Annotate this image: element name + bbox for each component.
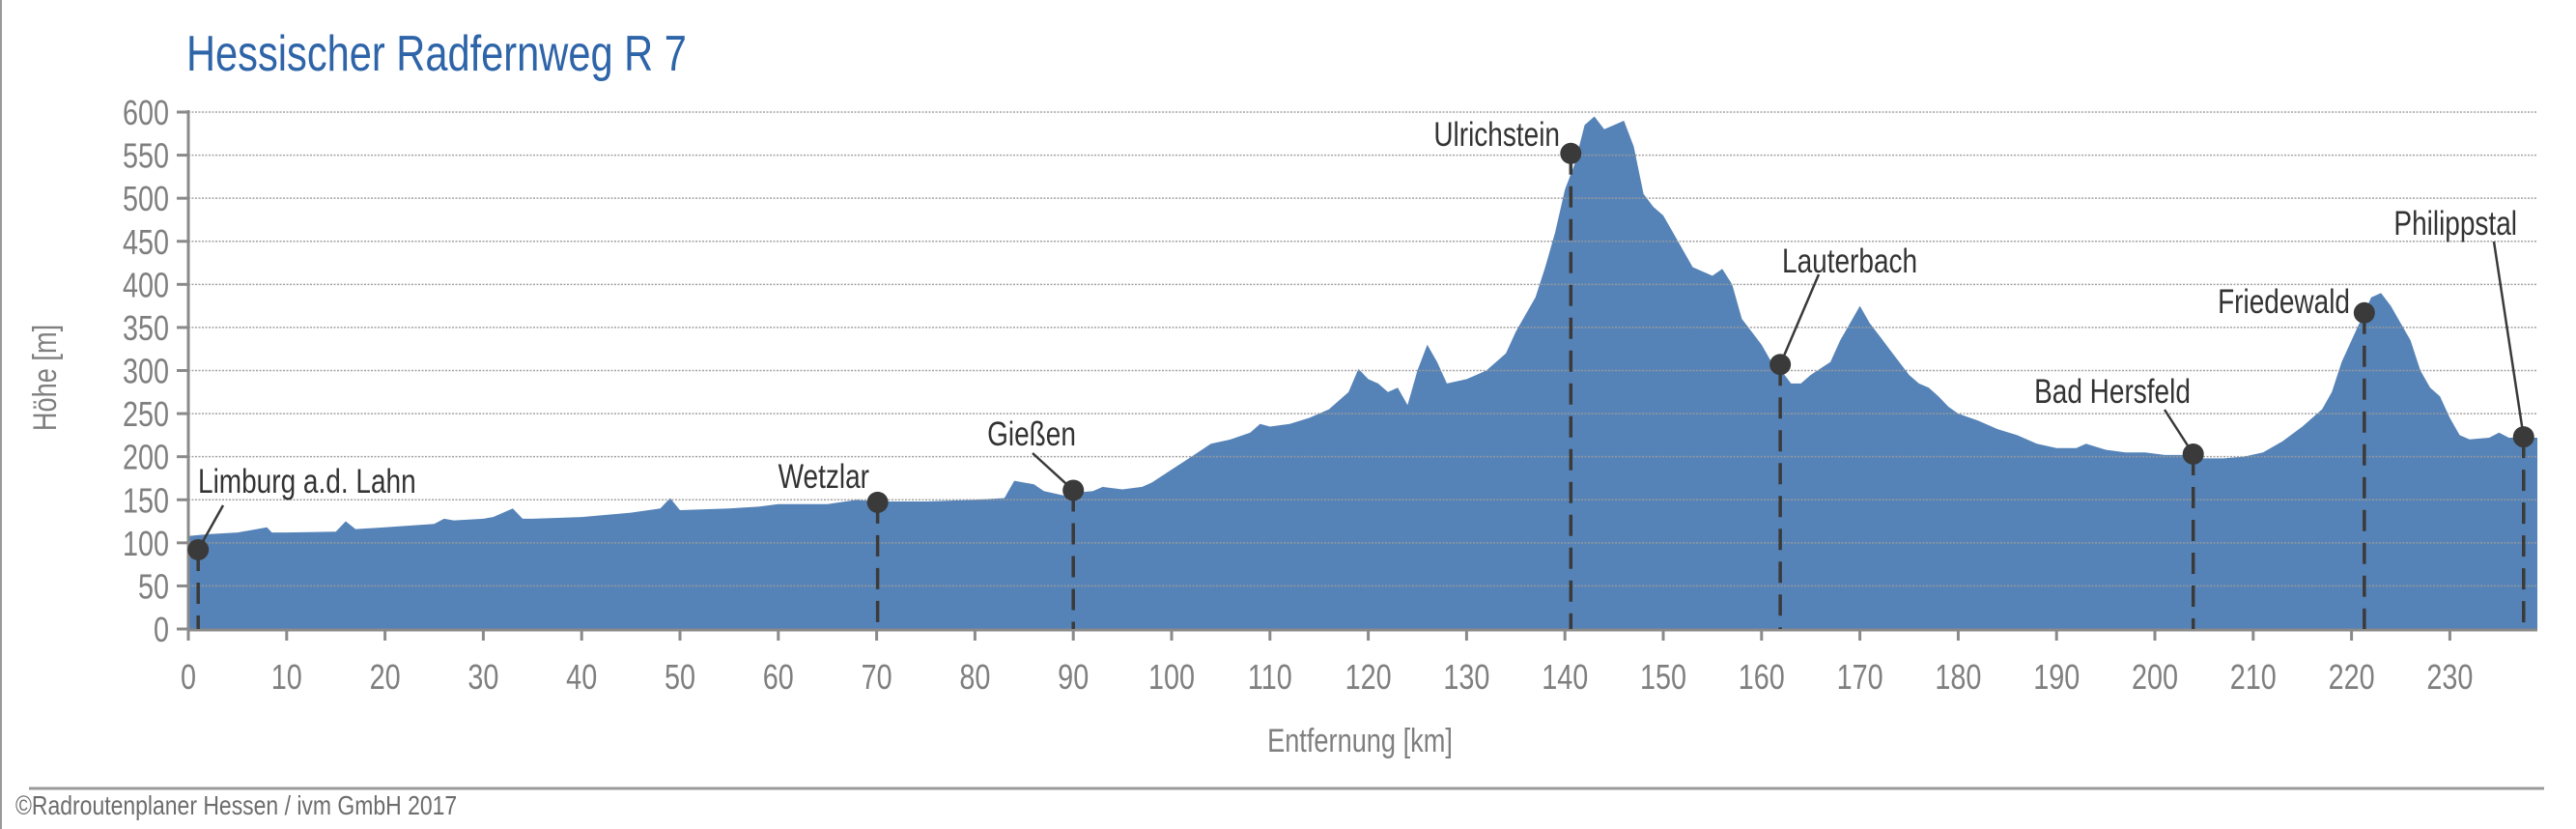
waypoint-marker: [2512, 426, 2534, 448]
x-tick-label: 0: [181, 657, 196, 697]
waypoint-label: Gießen: [987, 414, 1076, 453]
x-tick-label: 230: [2426, 657, 2473, 697]
x-tick-label: 220: [2329, 657, 2375, 697]
waypoint-label: Wetzlar: [778, 457, 870, 496]
waypoint-label: Friedewald: [2218, 282, 2350, 321]
x-tick-label: 200: [2132, 657, 2178, 697]
y-tick-label: 100: [123, 524, 169, 563]
x-tick-label: 100: [1148, 657, 1195, 697]
x-tick-label: 190: [2033, 657, 2080, 697]
x-tick-label: 80: [959, 657, 990, 697]
x-tick-label: 150: [1640, 657, 1686, 697]
y-tick-label: 550: [123, 135, 169, 175]
waypoint-marker: [187, 538, 210, 560]
y-tick-label: 350: [123, 308, 169, 348]
chart-title: Hessischer Radfernweg R 7: [186, 26, 687, 82]
waypoint-marker: [1769, 354, 1792, 376]
waypoint-label: Lauterbach: [1782, 242, 1917, 280]
waypoint-marker: [866, 491, 889, 513]
x-tick-label: 60: [763, 657, 794, 697]
x-tick-label: 170: [1837, 657, 1883, 697]
y-axis-title: Höhe [m]: [26, 325, 64, 431]
x-tick-label: 140: [1542, 657, 1588, 697]
y-tick-label: 450: [123, 222, 169, 262]
frame-left-border: [0, 0, 2, 829]
y-tick-label: 250: [123, 394, 169, 434]
x-tick-label: 120: [1345, 657, 1392, 697]
y-tick-label: 150: [123, 480, 169, 520]
x-tick-label: 180: [1935, 657, 1981, 697]
y-tick-label: 500: [123, 179, 169, 218]
y-tick-label: 200: [123, 438, 169, 477]
x-tick-label: 110: [1248, 657, 1292, 697]
waypoint-marker: [2353, 301, 2375, 324]
x-tick-label: 10: [271, 657, 302, 697]
x-tick-label: 130: [1443, 657, 1489, 697]
x-tick-label: 50: [665, 657, 695, 697]
waypoint-marker: [2182, 443, 2204, 465]
x-tick-label: 90: [1058, 657, 1089, 697]
waypoint-label: Philippstal: [2393, 204, 2517, 243]
waypoint-label: Ulrichstein: [1433, 115, 1560, 154]
y-tick-label: 50: [138, 566, 169, 606]
waypoint-marker: [1560, 142, 1582, 164]
y-tick-label: 400: [123, 265, 169, 304]
x-tick-label: 160: [1739, 657, 1785, 697]
x-tick-label: 70: [862, 657, 892, 697]
y-tick-label: 600: [123, 93, 169, 132]
waypoint-marker: [1062, 479, 1085, 501]
x-axis-title: Entfernung [km]: [1267, 722, 1453, 759]
x-tick-label: 210: [2230, 657, 2277, 697]
waypoint-leader-line: [2492, 241, 2525, 438]
waypoint-leader-line: [1778, 273, 1821, 365]
y-tick-label: 0: [154, 610, 169, 649]
copyright-footer: ©Radroutenplaner Hessen / ivm GmbH 2017: [15, 790, 458, 820]
waypoint-label: Limburg a.d. Lahn: [198, 462, 416, 500]
x-tick-label: 40: [566, 657, 597, 697]
x-tick-label: 20: [370, 657, 401, 697]
y-tick-label: 300: [123, 351, 169, 390]
elevation-area: [188, 116, 2538, 629]
x-tick-label: 30: [467, 657, 498, 697]
waypoint-label: Bad Hersfeld: [2034, 372, 2191, 411]
